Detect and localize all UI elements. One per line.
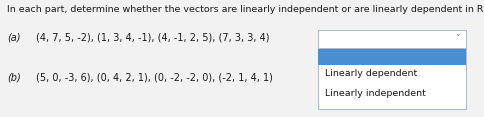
Text: (4, 7, 5, -2), (1, 3, 4, -1), (4, -1, 2, 5), (7, 3, 3, 4): (4, 7, 5, -2), (1, 3, 4, -1), (4, -1, 2,… — [36, 32, 269, 42]
Bar — [318, 49, 465, 109]
Text: (b): (b) — [7, 72, 21, 82]
Text: (a): (a) — [7, 32, 20, 42]
Text: ˅: ˅ — [454, 35, 458, 44]
Text: Linearly dependent: Linearly dependent — [324, 69, 416, 79]
Text: (5, 0, -3, 6), (0, 4, 2, 1), (0, -2, -2, 0), (-2, 1, 4, 1): (5, 0, -3, 6), (0, 4, 2, 1), (0, -2, -2,… — [36, 72, 272, 82]
Bar — [318, 49, 465, 65]
Bar — [318, 30, 465, 48]
Text: Linearly independent: Linearly independent — [324, 88, 425, 97]
Text: In each part, determine whether the vectors are linearly independent or are line: In each part, determine whether the vect… — [7, 5, 484, 14]
